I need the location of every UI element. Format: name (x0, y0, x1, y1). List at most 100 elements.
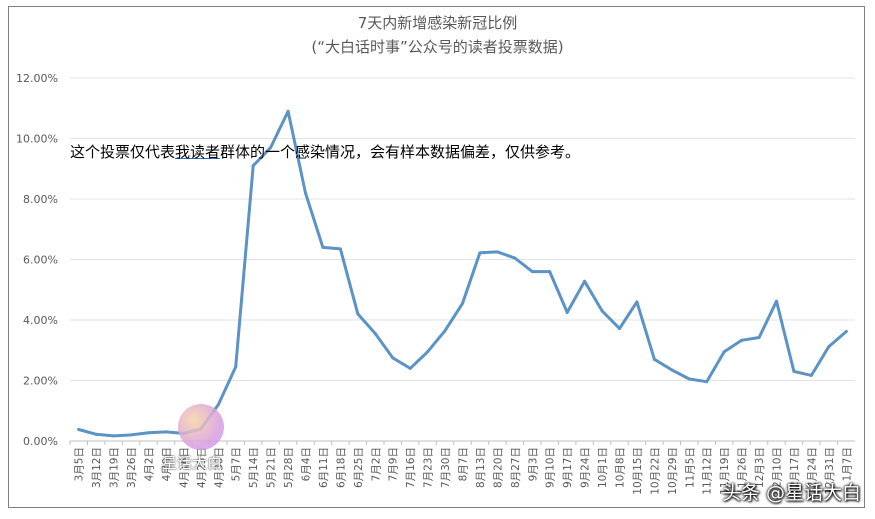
x-tick-label: 5月7日 (231, 447, 243, 481)
data-point (338, 247, 342, 251)
x-tick-label: 12月17日 (789, 447, 801, 495)
x-tick-label: 1月7日 (841, 447, 853, 481)
x-tick-label: 5月28日 (283, 447, 295, 488)
annotation-underlined: 我读者 (175, 143, 221, 161)
x-tick-label: 10月8日 (615, 447, 627, 488)
x-tick-label: 9月10日 (545, 447, 557, 488)
y-tick-label: 4.00% (23, 314, 58, 327)
data-point (356, 312, 360, 316)
watermark-text: 头条 @星话大白 (721, 482, 861, 504)
annotation-part-1: 这个投票仅代表 (70, 143, 176, 161)
x-tick-label: 4月9日 (161, 447, 173, 481)
x-tick-label: 10月15日 (632, 447, 644, 495)
x-tick-label: 7月9日 (388, 447, 400, 481)
data-point (391, 356, 395, 360)
x-tick-label: 3月5日 (74, 447, 86, 481)
x-tick-label: 7月16日 (405, 447, 417, 488)
y-tick-label: 2.00% (23, 375, 58, 388)
data-point (443, 329, 447, 333)
data-point (129, 433, 133, 437)
data-point (809, 373, 813, 377)
data-point (321, 245, 325, 249)
data-point (164, 430, 168, 434)
annotation-part-2: 群体的一个感染情况，会有样本数据偏差，仅供参考。 (220, 143, 581, 161)
chart-frame (8, 6, 865, 508)
data-point (216, 403, 220, 407)
x-tick-label: 7月30日 (440, 447, 452, 488)
x-tick-label: 11月12日 (702, 447, 714, 495)
x-tick-label: 6月18日 (335, 447, 347, 488)
x-tick-label: 7月2日 (370, 447, 382, 481)
x-tick-label: 8月27日 (510, 447, 522, 488)
y-tick-label: 0.00% (23, 435, 58, 448)
data-point (740, 338, 744, 342)
data-point (530, 270, 534, 274)
data-point (112, 434, 116, 438)
chart-subtitle: (“大白话时事”公众号的读者投票数据) (311, 38, 564, 56)
y-tick-label: 10.00% (16, 133, 58, 146)
data-point (77, 428, 81, 432)
data-point (426, 350, 430, 354)
x-tick-label: 8月20日 (492, 447, 504, 488)
data-point (373, 332, 377, 336)
y-tick-label: 6.00% (23, 254, 58, 267)
data-point (461, 301, 464, 305)
x-tick-label: 5月14日 (248, 447, 260, 488)
x-tick-label: 11月19日 (719, 447, 731, 495)
x-tick-label: 4月16日 (178, 447, 190, 488)
y-tick-label: 12.00% (16, 72, 58, 85)
data-point (548, 270, 552, 274)
data-point (844, 329, 848, 333)
x-tick-label: 9月24日 (580, 447, 592, 488)
data-point (565, 310, 569, 314)
x-tick-label: 8月13日 (475, 447, 487, 488)
x-tick-label: 12月10日 (772, 447, 784, 495)
data-point (722, 350, 726, 354)
data-point (269, 146, 273, 150)
x-tick-label: 12月3日 (754, 447, 766, 488)
x-tick-label: 5月21日 (266, 447, 278, 488)
watermark-badge-text: 星话大白 (162, 454, 223, 472)
data-point (513, 256, 517, 260)
x-tick-label: 4月30日 (213, 447, 225, 488)
x-tick-label: 6月4日 (301, 447, 313, 481)
data-point (757, 336, 761, 340)
data-point (792, 369, 796, 373)
watermark-badge-icon (178, 404, 224, 450)
x-tick-label: 7月23日 (423, 447, 435, 488)
x-tick-label: 9月17日 (562, 447, 574, 488)
data-point (670, 368, 674, 372)
x-tick-label: 4月2日 (144, 447, 156, 481)
x-tick-label: 12月24日 (806, 447, 818, 495)
x-tick-label: 12月31日 (824, 447, 836, 495)
data-point (408, 366, 412, 370)
data-point (705, 380, 709, 384)
x-tick-label: 6月11日 (318, 447, 330, 488)
data-point (583, 279, 587, 283)
data-point (652, 357, 656, 361)
x-tick-label: 3月12日 (91, 447, 103, 488)
data-point (495, 250, 499, 254)
chart-annotation: 这个投票仅代表我读者群体的一个感染情况，会有样本数据偏差，仅供参考。 (70, 141, 580, 162)
x-tick-label: 10月29日 (667, 447, 679, 495)
data-point (775, 299, 778, 303)
x-tick-label: 11月5日 (684, 447, 696, 488)
data-point (635, 300, 639, 304)
data-point (618, 326, 621, 330)
x-tick-label: 11月26日 (737, 447, 749, 495)
data-point (286, 109, 290, 113)
x-tick-label: 6月25日 (353, 447, 365, 488)
x-tick-label: 9月3日 (527, 447, 539, 481)
data-point (478, 251, 482, 255)
data-point (251, 164, 255, 168)
x-tick-label: 10月1日 (597, 447, 609, 488)
x-tick-label: 8月7日 (458, 447, 470, 481)
x-tick-label: 3月19日 (109, 447, 121, 488)
y-tick-label: 8.00% (23, 193, 58, 206)
x-tick-label: 3月26日 (126, 447, 138, 488)
x-tick-label: 10月22日 (649, 447, 661, 495)
data-point (600, 309, 604, 313)
data-point (234, 365, 238, 369)
data-point (687, 377, 691, 381)
